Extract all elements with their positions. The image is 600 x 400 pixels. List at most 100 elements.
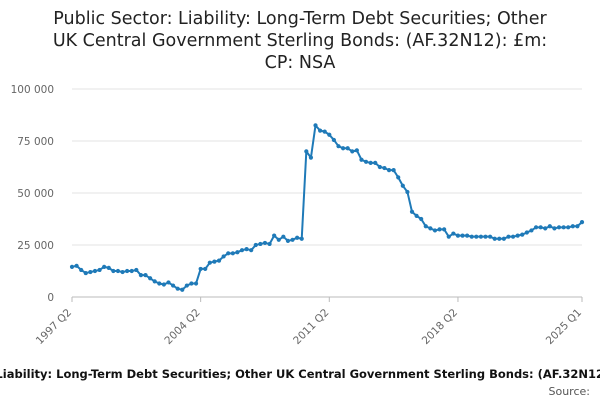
data-point[interactable]	[295, 235, 300, 240]
data-point[interactable]	[267, 241, 272, 247]
data-point[interactable]	[272, 233, 277, 238]
data-point[interactable]	[345, 146, 350, 151]
data-point[interactable]	[180, 287, 185, 292]
data-point[interactable]	[336, 144, 341, 149]
legend[interactable]: Public Sector: Liability: Long-Term Debt…	[0, 367, 600, 381]
data-point[interactable]	[120, 269, 125, 275]
data-point[interactable]	[148, 276, 153, 281]
legend-label[interactable]: Public Sector: Liability: Long-Term Debt…	[0, 367, 600, 381]
data-point[interactable]	[102, 264, 107, 269]
data-point[interactable]	[276, 237, 281, 242]
data-point[interactable]	[529, 228, 534, 233]
data-point[interactable]	[405, 189, 410, 195]
data-point[interactable]	[161, 282, 166, 287]
data-point[interactable]	[570, 224, 575, 229]
data-point[interactable]	[166, 280, 171, 285]
data-point[interactable]	[318, 128, 323, 133]
data-point[interactable]	[193, 281, 199, 286]
data-point[interactable]	[74, 263, 79, 268]
data-point[interactable]	[175, 286, 180, 291]
data-point[interactable]	[423, 224, 428, 229]
data-point[interactable]	[97, 267, 102, 273]
data-point[interactable]	[106, 265, 111, 270]
data-point[interactable]	[382, 165, 387, 171]
data-point[interactable]	[79, 267, 84, 273]
data-point[interactable]	[189, 281, 194, 286]
data-point[interactable]	[304, 149, 309, 154]
data-point[interactable]	[414, 213, 419, 218]
data-point[interactable]	[331, 137, 336, 143]
data-point[interactable]	[533, 225, 539, 230]
data-point[interactable]	[465, 233, 470, 238]
data-point[interactable]	[373, 160, 378, 165]
data-point[interactable]	[322, 129, 327, 134]
data-point[interactable]	[451, 231, 456, 236]
data-point[interactable]	[359, 157, 364, 162]
data-point[interactable]	[262, 240, 268, 246]
data-point[interactable]	[170, 283, 176, 288]
data-point[interactable]	[506, 234, 511, 239]
data-point[interactable]	[203, 266, 208, 272]
data-point[interactable]	[460, 233, 465, 238]
data-point[interactable]	[391, 168, 396, 173]
data-point[interactable]	[520, 232, 525, 237]
data-point[interactable]	[216, 258, 222, 263]
data-point[interactable]	[115, 268, 121, 274]
data-point[interactable]	[226, 251, 231, 256]
data-point[interactable]	[538, 225, 543, 230]
data-point[interactable]	[327, 132, 332, 137]
data-point[interactable]	[474, 234, 479, 239]
data-point[interactable]	[483, 234, 488, 239]
data-point[interactable]	[244, 247, 249, 252]
data-point[interactable]	[354, 148, 359, 153]
data-point[interactable]	[157, 281, 162, 286]
data-point[interactable]	[409, 209, 415, 214]
data-point[interactable]	[575, 224, 580, 229]
data-point[interactable]	[579, 220, 585, 225]
data-point[interactable]	[299, 236, 304, 241]
data-point[interactable]	[363, 159, 369, 164]
data-point[interactable]	[561, 225, 566, 230]
data-point[interactable]	[83, 270, 88, 276]
data-point[interactable]	[556, 225, 562, 230]
data-point[interactable]	[552, 226, 557, 231]
data-point[interactable]	[212, 259, 217, 264]
data-point[interactable]	[281, 234, 286, 239]
data-point[interactable]	[249, 248, 254, 253]
data-point[interactable]	[547, 224, 552, 229]
data-point[interactable]	[469, 234, 474, 239]
data-point[interactable]	[69, 264, 75, 269]
data-point[interactable]	[432, 228, 438, 233]
data-point[interactable]	[125, 268, 130, 274]
data-point[interactable]	[152, 279, 157, 284]
data-point[interactable]	[442, 227, 447, 232]
data-point[interactable]	[207, 260, 212, 265]
data-point[interactable]	[313, 123, 318, 128]
data-point[interactable]	[111, 268, 116, 274]
data-point[interactable]	[386, 168, 392, 173]
data-point[interactable]	[419, 216, 424, 222]
data-point[interactable]	[143, 273, 148, 278]
data-point[interactable]	[400, 183, 405, 188]
data-point[interactable]	[138, 273, 144, 278]
data-point[interactable]	[253, 242, 258, 248]
data-point[interactable]	[258, 241, 263, 247]
data-point[interactable]	[368, 160, 373, 165]
data-point[interactable]	[524, 230, 529, 235]
data-point[interactable]	[235, 250, 240, 255]
data-point[interactable]	[198, 266, 203, 272]
data-point[interactable]	[396, 175, 401, 180]
data-point[interactable]	[446, 234, 451, 239]
data-point[interactable]	[543, 226, 548, 231]
data-point[interactable]	[377, 164, 382, 170]
data-point[interactable]	[455, 233, 461, 238]
data-point[interactable]	[566, 225, 571, 230]
data-point[interactable]	[88, 269, 93, 275]
data-point[interactable]	[134, 267, 139, 273]
data-point[interactable]	[239, 248, 245, 253]
data-point[interactable]	[510, 234, 516, 239]
data-point[interactable]	[285, 238, 291, 243]
data-point[interactable]	[478, 234, 484, 239]
data-point[interactable]	[230, 251, 235, 256]
data-point[interactable]	[501, 236, 506, 241]
